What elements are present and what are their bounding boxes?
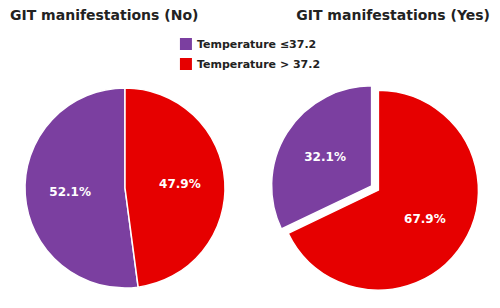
pie-slice xyxy=(25,88,138,288)
legend-item: Temperature ≤37.2 xyxy=(180,38,316,51)
legend-swatch xyxy=(180,58,192,70)
legend: Temperature ≤37.2 Temperature > 37.2 xyxy=(180,38,320,71)
chart-title: GIT manifestations (Yes) xyxy=(296,7,490,23)
legend-swatch xyxy=(180,38,192,50)
pie-slice xyxy=(125,88,225,287)
data-label: 67.9% xyxy=(404,212,446,226)
legend-item: Temperature > 37.2 xyxy=(180,58,320,71)
data-label: 47.9% xyxy=(159,177,201,191)
chart-svg: GIT manifestations (No) 52.1% 47.9% GIT man… xyxy=(0,0,500,308)
pie-group: 32.1% 67.9% xyxy=(272,86,479,290)
legend-label: Temperature ≤37.2 xyxy=(197,38,316,51)
legend-label: Temperature > 37.2 xyxy=(197,58,320,71)
data-label: 32.1% xyxy=(304,150,346,164)
chart-title: GIT manifestations (No) xyxy=(10,7,198,23)
pie-group: 52.1% 47.9% xyxy=(25,88,225,288)
pie-slice xyxy=(288,90,478,290)
data-label: 52.1% xyxy=(49,185,91,199)
